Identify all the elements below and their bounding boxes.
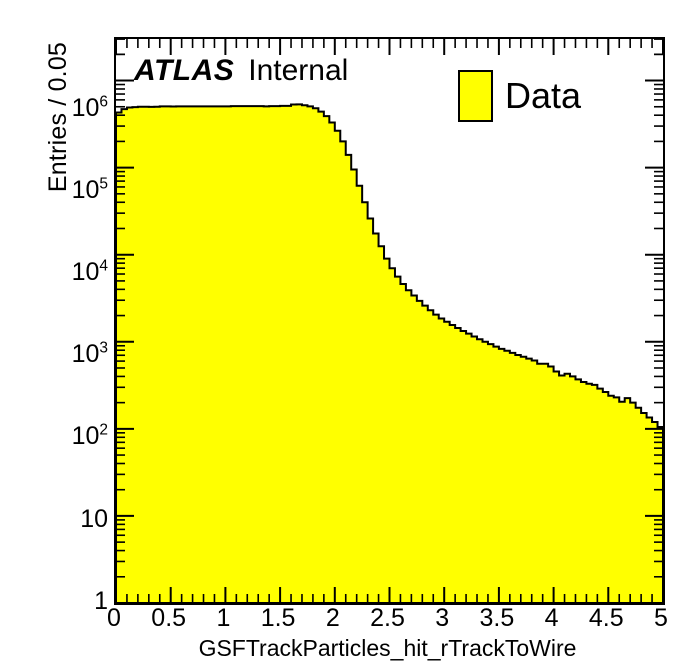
x-axis-title: GSFTrackParticles_hit_rTrackToWire <box>198 635 577 661</box>
axis-ticks <box>116 39 663 603</box>
y-tick-label-10: 10 <box>80 505 108 533</box>
plot-frame <box>114 37 665 605</box>
x-tick-label-4p5: 4.5 <box>588 604 624 632</box>
y-tick-label-1e6: 106 <box>71 93 108 122</box>
y-tick-label-1e3: 103 <box>71 339 108 368</box>
y-axis-tick-labels: 106 105 104 103 102 10 1 <box>32 0 108 672</box>
y-tick-label-1e2: 102 <box>71 421 108 450</box>
x-tick-label-2: 2 <box>325 604 340 632</box>
atlas-status-text: Internal <box>248 54 349 87</box>
legend: Data <box>458 70 581 122</box>
x-tick-label-2p5: 2.5 <box>370 604 405 632</box>
x-tick-label-0p5: 0.5 <box>151 604 187 632</box>
x-tick-label-5: 5 <box>654 604 668 632</box>
plot-area <box>116 39 663 603</box>
atlas-label: ATLAS Internal <box>134 56 348 86</box>
x-tick-label-3p5: 3.5 <box>479 604 515 632</box>
atlas-brand-text: ATLAS <box>134 54 235 87</box>
y-tick-label-1e4: 104 <box>71 257 108 286</box>
x-tick-label-3: 3 <box>435 604 450 632</box>
x-tick-label-1p5: 1.5 <box>260 604 296 632</box>
x-tick-label-0: 0 <box>107 604 121 632</box>
x-tick-label-1: 1 <box>216 604 231 632</box>
x-tick-label-4: 4 <box>544 604 559 632</box>
legend-label-data: Data <box>505 75 582 116</box>
histogram-data-series <box>116 103 663 603</box>
y-tick-label-1e5: 105 <box>71 175 108 204</box>
legend-swatch-data <box>458 70 493 122</box>
y-tick-label-1: 1 <box>94 587 108 615</box>
